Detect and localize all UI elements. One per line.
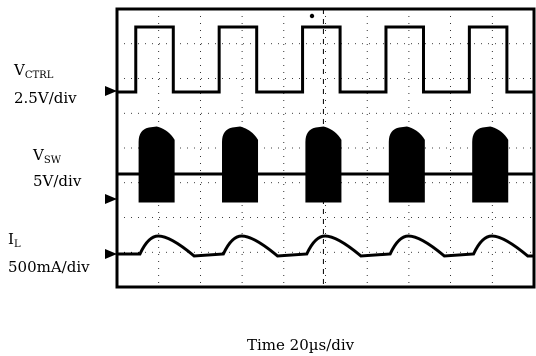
channel-marker-sw	[105, 194, 117, 204]
il-symbol: I	[8, 230, 14, 248]
trace-vsw-burst	[222, 126, 259, 203]
x-axis-label: Time 20µs/div	[247, 336, 355, 354]
channel-marker-ctrl	[105, 86, 117, 96]
trace-vsw-burst	[305, 126, 342, 203]
trace-vsw-burst	[138, 126, 175, 203]
il-subscript: L	[13, 239, 21, 250]
vsw-symbol: V	[33, 146, 44, 164]
scale-il: 500mA/div	[8, 258, 90, 276]
channel-markers	[105, 86, 117, 259]
vctrl-subscript: CTRL	[24, 70, 54, 81]
trace-vsw-burst	[472, 126, 509, 203]
label-il: IL	[8, 231, 21, 253]
label-vsw: VSW	[33, 147, 61, 169]
trigger-dot	[309, 13, 315, 19]
graticule	[117, 9, 534, 287]
vsw-subscript: SW	[43, 155, 61, 166]
vctrl-symbol: V	[14, 61, 25, 79]
trace-vsw-burst	[388, 126, 425, 203]
trace-vctrl	[117, 25, 534, 94]
trace-il	[117, 234, 534, 258]
scale-vctrl: 2.5V/div	[14, 89, 77, 107]
scale-vsw: 5V/div	[33, 172, 82, 190]
label-vctrl: VCTRL	[14, 62, 53, 84]
traces	[117, 25, 534, 258]
channel-marker-l	[105, 249, 117, 259]
